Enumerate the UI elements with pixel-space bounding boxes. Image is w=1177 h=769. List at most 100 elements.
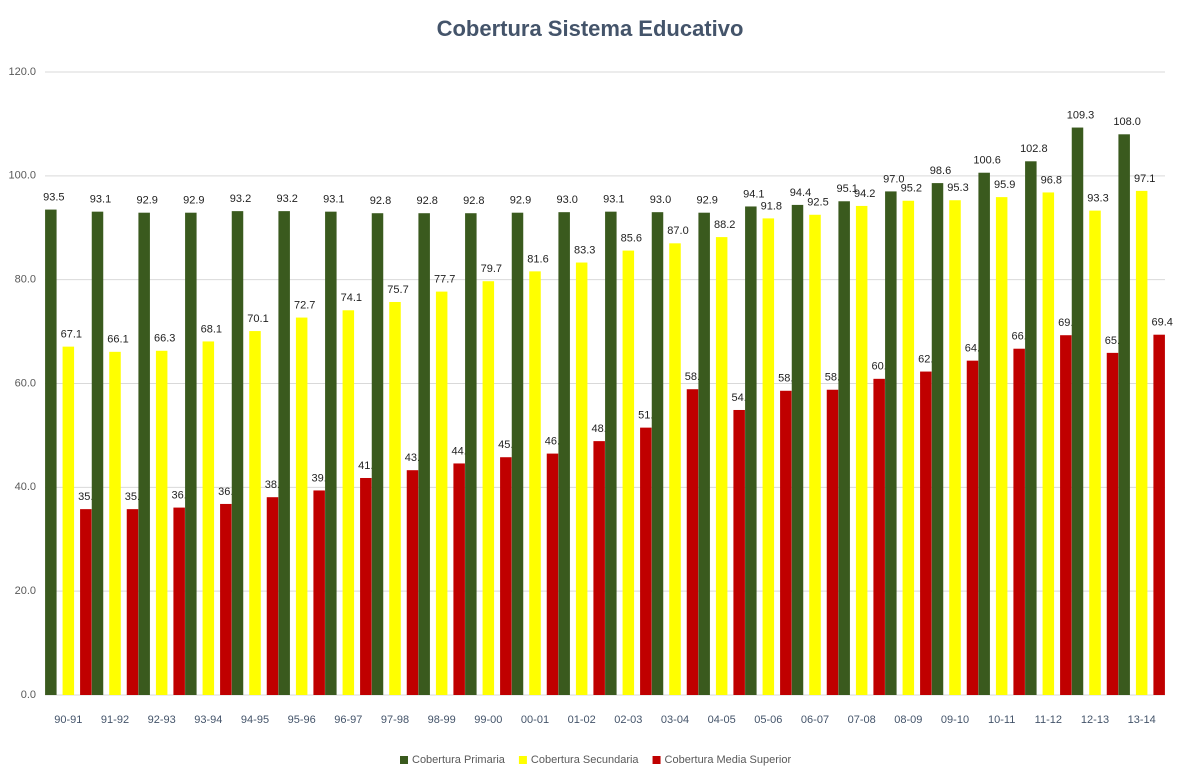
bar (360, 477, 372, 695)
bar (978, 172, 990, 696)
data-label: 66.3 (154, 333, 175, 345)
data-label: 69.4 (1151, 317, 1172, 329)
bar (931, 183, 944, 695)
x-tick-label: 93-94 (194, 714, 222, 726)
data-label: 93.1 (603, 194, 624, 206)
data-label: 95.2 (901, 183, 922, 195)
bar (762, 218, 775, 695)
bar (640, 427, 652, 695)
data-label: 98.6 (930, 165, 951, 177)
bar (622, 250, 635, 696)
data-label: 102.8 (1020, 143, 1048, 155)
bar (780, 390, 792, 695)
x-tick-label: 90-91 (54, 714, 82, 726)
bar (686, 389, 699, 695)
bar (873, 378, 885, 695)
bar (482, 281, 495, 695)
data-label: 67.1 (61, 329, 82, 341)
bar (651, 212, 664, 696)
data-label: 92.9 (136, 195, 157, 207)
bar (138, 212, 150, 696)
y-tick-label: 0.0 (21, 689, 36, 701)
x-tick-label: 12-13 (1081, 714, 1109, 726)
bar (435, 291, 448, 695)
bar (80, 509, 92, 695)
legend-label: Cobertura Media Superior (665, 754, 792, 766)
legend-label: Cobertura Primaria (412, 754, 506, 766)
bar (546, 453, 559, 695)
x-tick-label: 01-02 (568, 714, 596, 726)
bar (511, 212, 524, 696)
bar (342, 310, 355, 695)
bar (126, 509, 139, 695)
data-label: 95.3 (947, 182, 968, 194)
bar (669, 243, 681, 695)
bar (949, 200, 961, 695)
data-label: 93.1 (323, 194, 344, 206)
bar (202, 341, 215, 695)
x-tick-label: 09-10 (941, 714, 969, 726)
data-label: 70.1 (247, 313, 268, 325)
bar (529, 271, 541, 695)
bar (1060, 335, 1072, 695)
data-label: 77.7 (434, 274, 455, 286)
bar (389, 301, 401, 695)
bar (325, 211, 337, 696)
x-tick-label: 03-04 (661, 714, 689, 726)
legend-label: Cobertura Secundaria (531, 754, 640, 766)
bar (155, 350, 168, 695)
x-tick-label: 99-00 (474, 714, 502, 726)
bar (295, 317, 308, 695)
x-tick-label: 00-01 (521, 714, 549, 726)
data-label: 93.0 (650, 194, 671, 206)
bar (62, 346, 75, 695)
bar (593, 441, 605, 695)
data-label: 68.1 (201, 323, 222, 335)
bar (453, 463, 465, 695)
x-tick-label: 96-97 (334, 714, 362, 726)
data-label: 72.7 (294, 299, 315, 311)
x-tick-label: 94-95 (241, 714, 269, 726)
bar (558, 212, 570, 696)
bar (698, 212, 710, 696)
x-tick-label: 91-92 (101, 714, 129, 726)
data-label: 93.2 (276, 193, 297, 205)
y-tick-label: 80.0 (15, 274, 36, 286)
bar (1118, 134, 1130, 696)
x-tick-label: 10-11 (988, 714, 1015, 726)
data-label: 74.1 (341, 292, 362, 304)
bar (838, 201, 850, 695)
bar (966, 360, 979, 695)
bar (220, 503, 232, 695)
bar (920, 371, 932, 695)
bar (902, 200, 915, 695)
legend-swatch (518, 756, 527, 764)
bar (500, 457, 512, 695)
bar (885, 191, 897, 696)
bar (809, 214, 821, 696)
bar (1071, 127, 1084, 695)
data-label: 94.1 (743, 188, 764, 200)
data-label: 92.8 (463, 195, 484, 207)
bar (826, 389, 839, 695)
x-tick-label: 07-08 (848, 714, 876, 726)
bar (185, 212, 197, 696)
data-label: 100.6 (973, 155, 1001, 167)
data-label: 88.2 (714, 219, 735, 231)
data-label: 97.1 (1134, 173, 1155, 185)
bar (1106, 352, 1119, 695)
x-tick-label: 95-96 (288, 714, 316, 726)
bar (575, 262, 588, 695)
data-label: 92.9 (696, 195, 717, 207)
data-label: 91.8 (761, 200, 782, 212)
bar (371, 213, 384, 696)
data-label: 92.9 (183, 195, 204, 207)
bar (791, 204, 804, 695)
legend-swatch (400, 756, 408, 764)
x-tick-label: 13-14 (1128, 714, 1156, 726)
bar (313, 490, 325, 695)
y-tick-label: 120.0 (8, 66, 36, 78)
bar (231, 211, 244, 696)
data-label: 108.0 (1113, 116, 1141, 128)
